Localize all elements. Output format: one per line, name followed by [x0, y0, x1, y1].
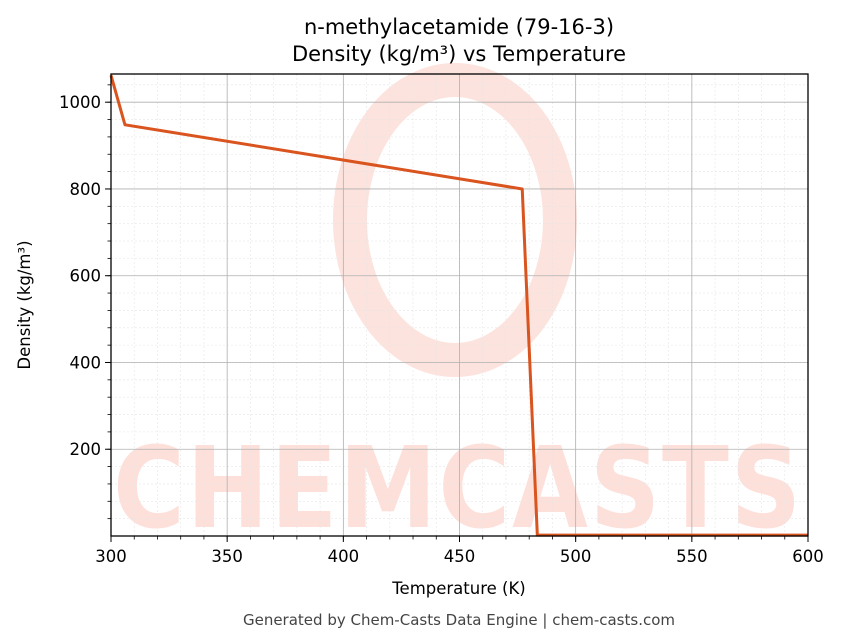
x-tick-label: 450	[444, 547, 476, 566]
watermark-ring	[333, 63, 577, 377]
x-tick-label: 550	[676, 547, 708, 566]
grid	[110, 74, 809, 537]
chart-title-line2: Density (kg/m³) vs Temperature	[292, 42, 626, 66]
x-axis-label: Temperature (K)	[391, 579, 525, 598]
footer-credit: Generated by Chem-Casts Data Engine | ch…	[243, 611, 675, 629]
x-tick-label: 400	[328, 547, 360, 566]
y-tick-label: 800	[70, 180, 102, 199]
chart-title-line1: n-methylacetamide (79-16-3)	[304, 15, 614, 39]
series-layer	[109, 74, 808, 537]
x-tick-label: 500	[560, 547, 592, 566]
density-series-line	[109, 74, 808, 537]
y-tick-label: 1000	[59, 93, 101, 112]
x-tick-label: 350	[211, 547, 243, 566]
y-tick-label: 200	[70, 440, 102, 459]
ticks: 300 350 400 450 500 550 600 200 400 600 800 1000	[59, 84, 824, 566]
watermark-text: CHEMCASTS	[113, 424, 803, 554]
x-tick-label: 600	[792, 547, 824, 566]
y-tick-label: 400	[70, 353, 102, 372]
watermark: CHEMCASTS	[113, 63, 803, 554]
y-axis-label: Density (kg/m³)	[15, 240, 34, 369]
x-tick-label: 300	[95, 547, 127, 566]
y-tick-label: 600	[70, 267, 102, 286]
